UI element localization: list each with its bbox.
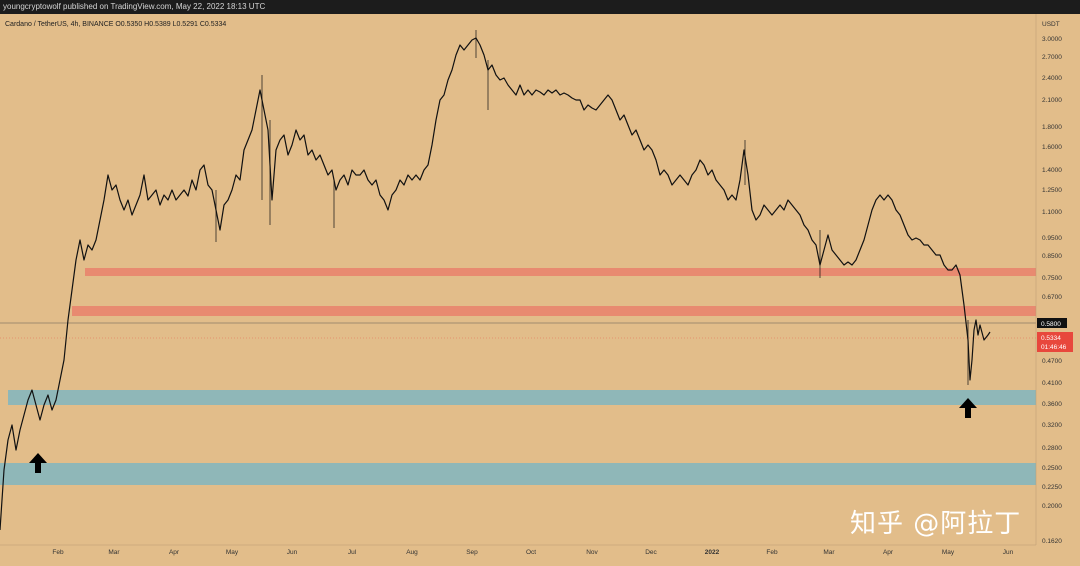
currency-label: USDT <box>1042 21 1060 28</box>
time-tick-label: Jul <box>348 549 357 556</box>
time-tick-label: Nov <box>586 549 598 556</box>
price-tick-label: 0.9500 <box>1042 235 1062 242</box>
price-series-line <box>0 37 991 531</box>
price-tick-label: 2.4000 <box>1042 75 1062 82</box>
price-tick-label: 0.3600 <box>1042 401 1062 408</box>
level-price-tag <box>1037 318 1067 328</box>
price-axis[interactable]: USDT 3.0000 2.7000 2.4000 2.1000 1.8000 1.600… <box>1035 14 1073 545</box>
price-tick-label: 0.2800 <box>1042 445 1062 452</box>
time-tick-label: Apr <box>169 549 180 556</box>
time-tick-label: Feb <box>766 549 778 556</box>
resistance-zone-lower <box>72 306 1036 316</box>
price-tick-label: 0.2500 <box>1042 465 1062 472</box>
resistance-zone-upper <box>85 268 1036 276</box>
support-zone-upper <box>8 390 1036 405</box>
price-tick-label: 0.4700 <box>1042 358 1062 365</box>
support-zone-lower <box>0 463 1036 485</box>
current-price-text: 0.5334 <box>1041 335 1061 342</box>
watermark-text: 知乎 @阿拉丁 <box>850 509 1022 539</box>
time-tick-label: Apr <box>883 549 894 556</box>
zones-layer <box>0 268 1036 485</box>
time-tick-label: Jun <box>287 549 298 556</box>
price-tick-label: 1.6000 <box>1042 144 1062 151</box>
price-tick-label: 1.2500 <box>1042 187 1062 194</box>
price-tick-label: 0.3200 <box>1042 422 1062 429</box>
symbol-legend: Cardano / TetherUS, 4h, BINANCE O0.5350 … <box>5 21 227 28</box>
price-tick-label: 0.2250 <box>1042 484 1062 491</box>
price-tick-label: 3.0000 <box>1042 36 1062 43</box>
price-tick-label: 0.2000 <box>1042 503 1062 510</box>
time-tick-label: Mar <box>823 549 835 556</box>
time-tick-label: May <box>226 549 239 556</box>
publish-info: youngcryptowolf published on TradingView… <box>3 2 266 11</box>
arrow-up-icon <box>29 453 47 473</box>
price-tick-label: 0.4100 <box>1042 380 1062 387</box>
price-tick-label: 0.1620 <box>1042 538 1062 545</box>
time-tick-label: Dec <box>645 549 657 556</box>
time-tick-label: Jun <box>1003 549 1014 556</box>
time-tick-label: Mar <box>108 549 120 556</box>
time-tick-label: Sep <box>466 549 478 556</box>
level-price-text: 0.5800 <box>1041 321 1061 328</box>
time-tick-label: Oct <box>526 549 536 556</box>
price-tick-label: 0.6700 <box>1042 294 1062 301</box>
price-tick-label: 1.4000 <box>1042 167 1062 174</box>
time-tick-label: 2022 <box>705 549 720 556</box>
price-tick-label: 2.7000 <box>1042 54 1062 61</box>
arrow-up-icon <box>959 398 977 418</box>
time-axis[interactable]: Feb Mar Apr May Jun Jul Aug Sep Oct Nov Dec 2022 Feb… <box>0 544 1036 556</box>
bar-countdown-text: 01:46:46 <box>1041 344 1067 351</box>
time-tick-label: Aug <box>406 549 418 556</box>
candle-wicks <box>215 30 969 385</box>
price-tick-label: 1.8000 <box>1042 124 1062 131</box>
publish-bar: youngcryptowolf published on TradingView… <box>0 0 1080 14</box>
price-tick-label: 0.7500 <box>1042 275 1062 282</box>
price-tick-label: 1.1000 <box>1042 209 1062 216</box>
time-tick-label: Feb <box>52 549 64 556</box>
current-price-tag <box>1037 332 1073 352</box>
price-tick-label: 2.1000 <box>1042 97 1062 104</box>
time-tick-label: May <box>942 549 955 556</box>
price-tick-label: 0.8500 <box>1042 253 1062 260</box>
